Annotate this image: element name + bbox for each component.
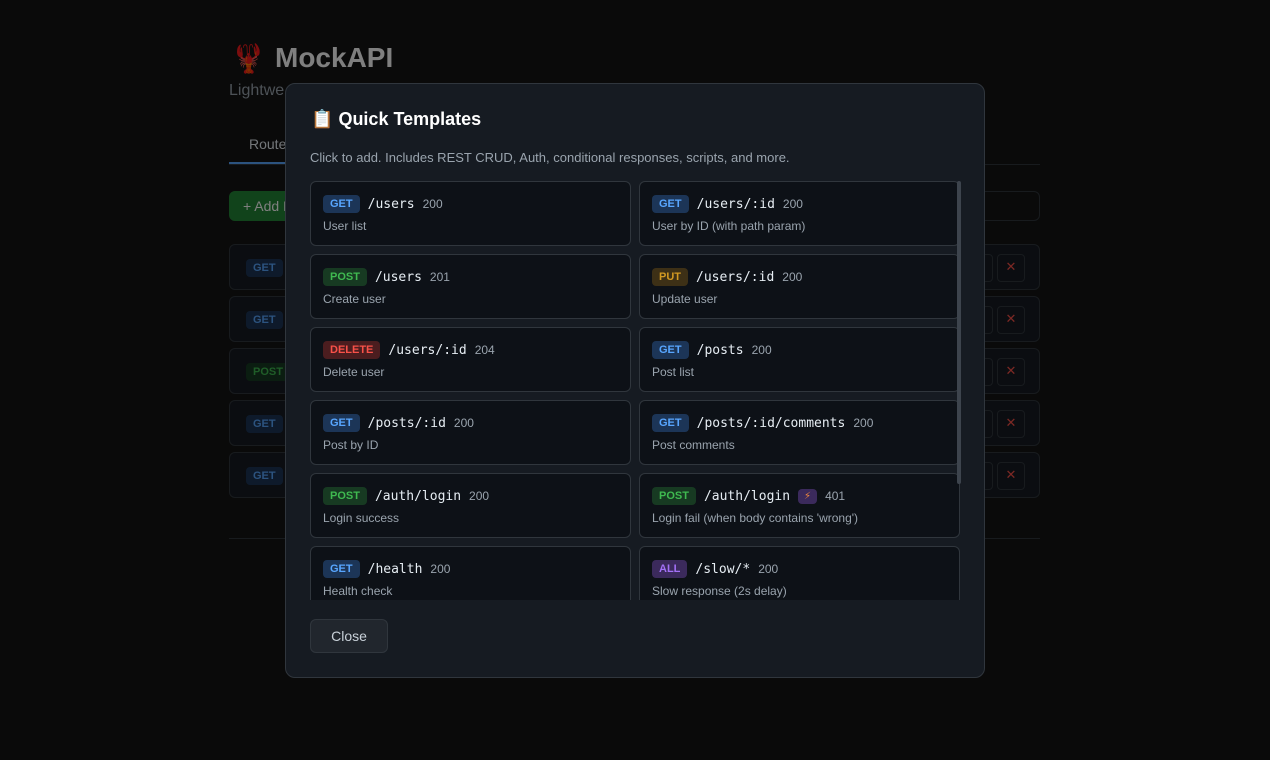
template-card[interactable]: GET/users 200 User list: [310, 181, 631, 246]
close-button[interactable]: Close: [310, 619, 388, 653]
template-path: /users/:id: [696, 269, 775, 285]
template-header: GET/posts/:id/comments 200: [652, 414, 873, 432]
method-badge: POST: [652, 487, 696, 505]
template-status: 204: [474, 343, 495, 357]
method-badge: GET: [652, 414, 689, 432]
condition-flag: ⚡: [798, 488, 818, 504]
template-card[interactable]: GET/posts/:id 200 Post by ID: [310, 400, 631, 465]
template-description: Update user: [652, 292, 718, 306]
template-header: GET/users 200: [323, 195, 443, 213]
template-card[interactable]: GET/posts 200 Post list: [639, 327, 960, 392]
template-status: 200: [782, 197, 803, 211]
template-path: /slow/*: [695, 561, 751, 577]
template-status: 200: [782, 270, 803, 284]
method-badge: GET: [323, 414, 360, 432]
template-status: 200: [469, 489, 490, 503]
scrollbar[interactable]: [957, 181, 961, 484]
template-header: POST/auth/login ⚡ 401: [652, 487, 845, 505]
template-header: GET/posts 200: [652, 341, 772, 359]
template-status: 200: [453, 416, 474, 430]
modal-description: Click to add. Includes REST CRUD, Auth, …: [310, 150, 790, 165]
template-path: /posts: [696, 342, 744, 358]
method-badge: GET: [323, 195, 360, 213]
template-status: 200: [758, 562, 779, 576]
template-status: 201: [429, 270, 450, 284]
template-card[interactable]: POST/auth/login ⚡ 401 Login fail (when body…: [639, 473, 960, 538]
template-description: Post comments: [652, 438, 735, 452]
template-card[interactable]: POST/auth/login 200 Login success: [310, 473, 631, 538]
template-header: GET/health 200: [323, 560, 450, 578]
template-path: /users/:id: [696, 196, 775, 212]
method-badge: DELETE: [323, 341, 381, 359]
template-description: Delete user: [323, 365, 385, 379]
template-status: 401: [825, 489, 846, 503]
template-card[interactable]: POST/users 201 Create user: [310, 254, 631, 319]
template-description: Login success: [323, 511, 400, 525]
template-status: 200: [853, 416, 874, 430]
template-card[interactable]: GET/posts/:id/comments 200 Post comments: [639, 400, 960, 465]
template-path: /posts/:id/comments: [696, 415, 846, 431]
template-header: POST/users 201: [323, 268, 450, 286]
template-list: GET/users 200 User list GET/users/:id 200 Use…: [310, 181, 962, 600]
template-description: Health check: [323, 584, 393, 598]
method-badge: POST: [323, 487, 367, 505]
template-description: User by ID (with path param): [652, 219, 806, 233]
method-badge: GET: [323, 560, 360, 578]
template-description: Post by ID: [323, 438, 379, 452]
template-header: GET/posts/:id 200: [323, 414, 474, 432]
template-description: Login fail (when body contains 'wrong'): [652, 511, 859, 525]
template-status: 200: [751, 343, 772, 357]
modal-icon: 📋: [311, 109, 334, 129]
template-path: /users: [374, 269, 422, 285]
template-status: 200: [422, 197, 443, 211]
method-badge: ALL: [652, 560, 688, 578]
template-card[interactable]: ALL/slow/* 200 Slow response (2s delay): [639, 546, 960, 600]
template-path: /auth/login: [374, 488, 462, 504]
template-header: GET/users/:id 200: [652, 195, 803, 213]
template-description: Create user: [323, 292, 386, 306]
template-header: POST/auth/login 200: [323, 487, 489, 505]
template-card[interactable]: GET/users/:id 200 User by ID (with path pa…: [639, 181, 960, 246]
template-status: 200: [430, 562, 451, 576]
template-header: DELETE/users/:id 204: [323, 341, 495, 359]
templates-modal: 📋 Quick Templates Click to add. Includes…: [285, 83, 985, 678]
template-card[interactable]: PUT/users/:id 200 Update user: [639, 254, 960, 319]
template-description: User list: [323, 219, 367, 233]
template-card[interactable]: DELETE/users/:id 204 Delete user: [310, 327, 631, 392]
method-badge: GET: [652, 341, 689, 359]
method-badge: PUT: [652, 268, 688, 286]
template-path: /posts/:id: [367, 415, 446, 431]
template-description: Slow response (2s delay): [652, 584, 787, 598]
template-header: ALL/slow/* 200: [652, 560, 778, 578]
template-description: Post list: [652, 365, 695, 379]
template-path: /users: [367, 196, 415, 212]
template-header: PUT/users/:id 200: [652, 268, 802, 286]
modal-title-text: Quick Templates: [338, 109, 482, 129]
method-badge: POST: [323, 268, 367, 286]
modal-title: 📋 Quick Templates: [311, 109, 481, 130]
method-badge: GET: [652, 195, 689, 213]
template-path: /health: [367, 561, 423, 577]
template-card[interactable]: GET/health 200 Health check: [310, 546, 631, 600]
template-path: /auth/login: [703, 488, 791, 504]
template-path: /users/:id: [388, 342, 467, 358]
